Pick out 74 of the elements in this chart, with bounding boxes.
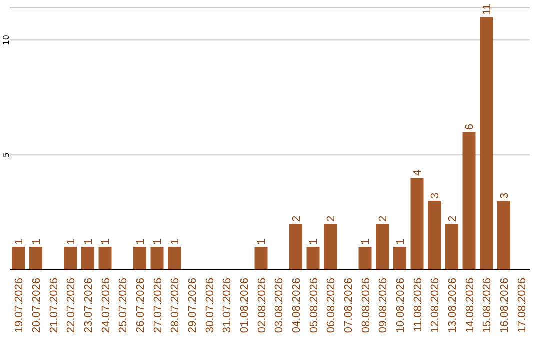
y-tick-label: 5	[2, 152, 11, 158]
data-label: 2	[290, 216, 303, 222]
bar	[497, 201, 510, 270]
x-tick-label: 09.08.2026	[378, 278, 390, 334]
x-tick-label: 31.07.2026	[222, 278, 234, 334]
bar	[98, 247, 112, 270]
data-label: 1	[134, 238, 147, 246]
x-tick-label: 14.08.2026	[464, 278, 476, 334]
data-label: 11	[482, 4, 494, 16]
x-tick-label: 15.08.2026	[482, 278, 494, 334]
x-tick-label: 08.08.2026	[360, 278, 372, 334]
x-tick-label: 20.07.2026	[31, 278, 43, 334]
x-tick-label: 07.08.2026	[343, 278, 355, 334]
bar	[12, 247, 26, 270]
x-tick-label: 26.07.2026	[135, 278, 147, 334]
bar	[133, 247, 146, 270]
bar	[480, 17, 494, 270]
x-tick-label: 29.07.2026	[187, 278, 199, 334]
x-tick-label: 21.07.2026	[48, 278, 60, 334]
x-tick-label: 12.08.2026	[430, 278, 442, 334]
x-tick-label: 16.08.2026	[499, 278, 511, 334]
data-label: 1	[152, 238, 164, 246]
data-label: 3	[498, 192, 511, 200]
y-tick-label: 10	[2, 35, 11, 46]
bar	[81, 247, 94, 270]
data-label: 2	[446, 216, 459, 222]
x-tick-label: 05.08.2026	[308, 278, 320, 334]
x-tick-label: 22.07.2026	[66, 278, 78, 334]
x-tick-label: 25.07.2026	[118, 278, 130, 334]
x-tick-label: 24.07.2026	[100, 278, 112, 334]
data-label: 1	[170, 238, 182, 246]
data-label: 4	[412, 170, 424, 176]
bar	[306, 247, 320, 270]
data-label: 1	[256, 238, 268, 246]
data-label: 1	[100, 238, 112, 246]
bar	[64, 247, 78, 270]
x-tick-label: 11.08.2026	[412, 278, 424, 332]
bar	[445, 224, 458, 270]
x-tick-label: 30.07.2026	[204, 278, 216, 334]
data-label: 1	[66, 238, 78, 246]
bar	[254, 247, 268, 270]
data-label: 1	[14, 238, 26, 246]
bar	[168, 247, 182, 270]
x-tick-label: 04.08.2026	[291, 278, 303, 334]
data-label: 2	[378, 216, 390, 222]
x-tick-label: 19.07.2026	[14, 278, 26, 334]
bar	[428, 201, 442, 270]
bar	[376, 224, 390, 270]
x-tick-label: 10.08.2026	[395, 278, 407, 334]
x-tick-label: 06.08.2026	[326, 278, 338, 334]
x-tick-label: 27.07.2026	[152, 278, 164, 334]
data-label: 1	[394, 238, 407, 246]
x-tick-label: 01.08.2026	[239, 278, 251, 334]
x-tick-label: 13.08.2026	[447, 278, 459, 334]
data-label: 3	[430, 192, 442, 200]
x-tick-label: 23.07.2026	[83, 278, 95, 334]
x-tick-label: 17.08.2026	[516, 278, 528, 334]
bar	[462, 132, 476, 270]
bar	[324, 224, 338, 270]
bar	[410, 178, 424, 270]
data-label: 1	[82, 238, 95, 246]
x-tick-label: 02.08.2026	[256, 278, 268, 334]
bar	[358, 247, 372, 270]
bar	[150, 247, 164, 270]
data-label: 6	[464, 124, 476, 130]
bar	[393, 247, 406, 270]
data-label: 1	[308, 238, 320, 246]
x-tick-label: 03.08.2026	[274, 278, 286, 334]
bar	[29, 247, 42, 270]
data-label: 1	[360, 238, 372, 246]
data-label: 1	[30, 238, 43, 246]
x-tick-label: 28.07.2026	[170, 278, 182, 334]
bar	[289, 224, 302, 270]
data-label: 2	[326, 216, 338, 222]
